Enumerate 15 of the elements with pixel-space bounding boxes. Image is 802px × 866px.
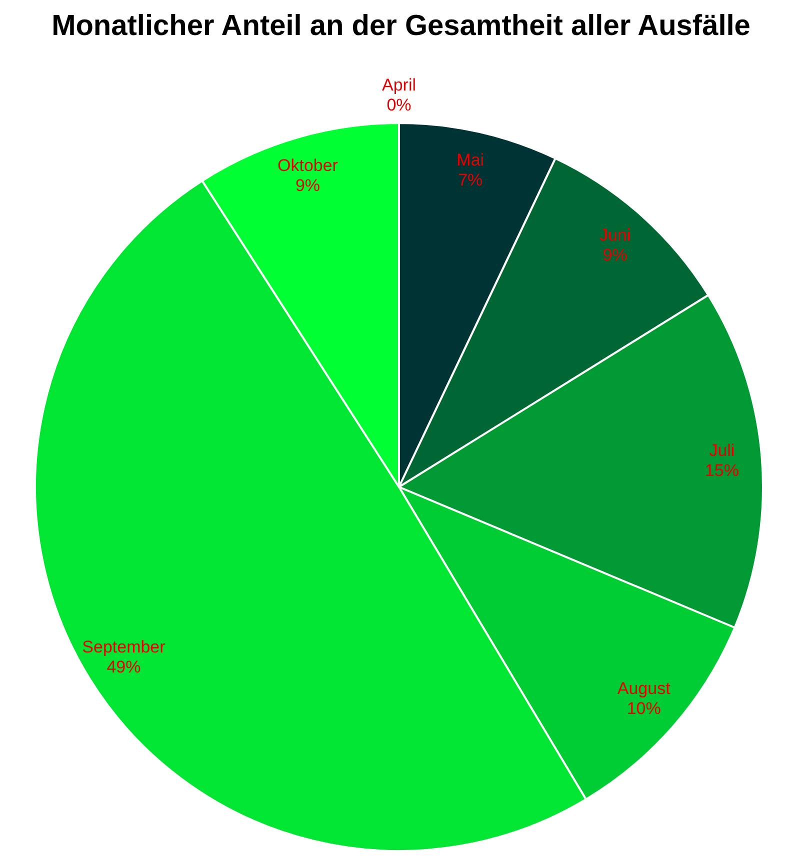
slice-label: September bbox=[82, 637, 166, 656]
chart-title: Monatlicher Anteil an der Gesamtheit aller Ausfälle bbox=[50, 10, 752, 43]
data-label: 9% bbox=[602, 245, 628, 264]
slice-label: Mai bbox=[456, 150, 484, 170]
slice-label: Juli bbox=[709, 441, 735, 460]
slice-label: Juni bbox=[599, 225, 631, 244]
text: 0% bbox=[386, 95, 412, 114]
slice-label: August bbox=[617, 678, 671, 698]
data-label: 49% bbox=[106, 657, 141, 676]
data-label: 9% bbox=[295, 176, 320, 195]
category-label: April bbox=[382, 75, 416, 94]
data-label: 7% bbox=[458, 170, 483, 190]
slice-label: Oktober bbox=[277, 156, 338, 175]
data-label: 10% bbox=[626, 698, 661, 718]
data-label: 15% bbox=[704, 461, 739, 480]
